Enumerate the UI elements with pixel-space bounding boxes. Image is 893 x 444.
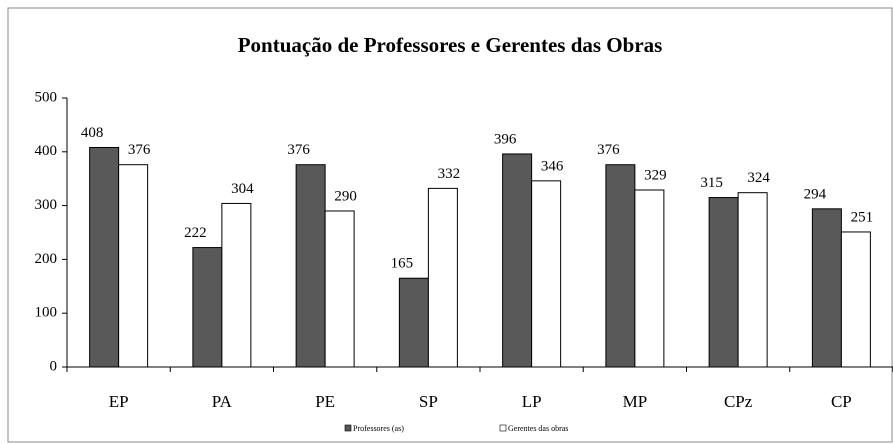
bar [89,146,120,368]
legend-label: Gerentes das obras [508,424,568,433]
bar [531,180,562,368]
bar [634,189,665,368]
legend-swatch [344,424,352,432]
x-tick-label: CPz [724,392,753,411]
data-label: 294 [804,186,827,202]
data-label: 396 [494,131,517,147]
chart-title: Pontuação de Professores e Gerentes das … [238,33,663,57]
legend-label: Professores (as) [353,424,404,433]
bar [398,277,429,368]
bar [427,187,458,368]
bar [295,164,326,368]
data-label: 376 [597,142,620,158]
x-tick-label: PA [212,392,233,411]
y-tick-label: 500 [35,89,58,105]
bar [811,208,842,368]
bar [840,231,871,368]
x-tick-label: LP [522,392,542,411]
bar [605,164,636,368]
x-tick-label: MP [623,392,648,411]
data-label: 304 [231,181,254,197]
data-label: 329 [644,167,667,183]
bar [221,202,252,368]
x-tick-label: PE [315,392,335,411]
y-tick-label: 200 [35,251,58,267]
bar [737,192,768,368]
x-tick-label: SP [419,392,438,411]
data-label: 165 [391,256,414,272]
data-label: 222 [184,225,207,241]
data-label: 251 [851,209,874,225]
data-label: 408 [81,125,104,141]
data-label: 346 [541,158,564,174]
y-tick-label: 100 [35,305,58,321]
legend-swatch [499,424,507,432]
data-label: 332 [438,166,461,182]
y-tick-label: 300 [35,197,58,213]
y-tick-label: 400 [35,143,58,159]
bar [118,164,149,368]
x-tick-label: EP [109,392,129,411]
data-label: 290 [334,188,357,204]
data-label: 376 [128,142,151,158]
x-tick-label: CP [831,392,852,411]
data-label: 376 [287,142,310,158]
data-label: 324 [747,170,770,186]
y-tick-label: 0 [50,358,58,374]
bar [708,197,739,368]
data-label: 315 [700,175,723,191]
bar [502,153,533,368]
bar [192,247,223,368]
bar [324,210,355,368]
